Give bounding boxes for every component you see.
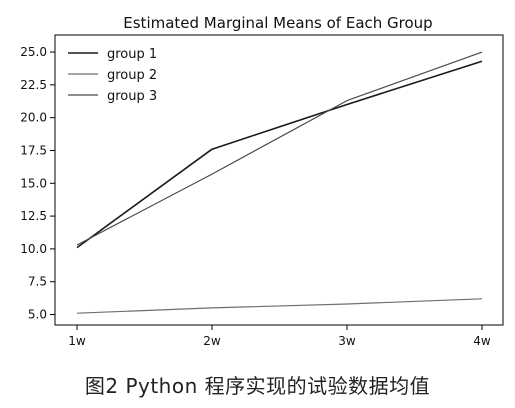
chart-title: Estimated Marginal Means of Each Group bbox=[123, 14, 432, 32]
y-tick-label: 5.0 bbox=[28, 308, 47, 322]
y-tick-label: 17.5 bbox=[20, 143, 47, 157]
series-line-group-3 bbox=[76, 51, 483, 246]
y-tick-label: 7.5 bbox=[28, 275, 47, 289]
figure-caption: 图2 Python 程序实现的试验数据均值 bbox=[84, 374, 431, 398]
series-line-group-1 bbox=[76, 60, 483, 249]
series-lines bbox=[76, 51, 483, 314]
legend-label: group 2 bbox=[107, 68, 157, 83]
y-tick-label: 22.5 bbox=[20, 78, 47, 92]
x-tick-label: 3w bbox=[338, 334, 356, 348]
x-tick-label: 1w bbox=[68, 334, 86, 348]
y-tick-label: 10.0 bbox=[20, 242, 47, 256]
legend-label: group 1 bbox=[107, 47, 157, 62]
y-tick-label: 15.0 bbox=[20, 176, 47, 190]
series-line-group-2 bbox=[76, 298, 483, 314]
x-tick-label: 4w bbox=[473, 334, 491, 348]
y-tick-label: 25.0 bbox=[20, 45, 47, 59]
y-tick-label: 20.0 bbox=[20, 111, 47, 125]
x-tick-label: 2w bbox=[203, 334, 221, 348]
y-tick-label: 12.5 bbox=[20, 209, 47, 223]
legend: group 1 group 2 group 3 bbox=[68, 47, 157, 104]
x-axis: 1w 2w 3w 4w bbox=[68, 325, 491, 348]
y-axis: 5.0 7.5 10.0 12.5 15.0 17.5 20.0 22.5 25.0 bbox=[20, 45, 55, 322]
legend-label: group 3 bbox=[107, 89, 157, 104]
plot-frame bbox=[54, 34, 504, 326]
